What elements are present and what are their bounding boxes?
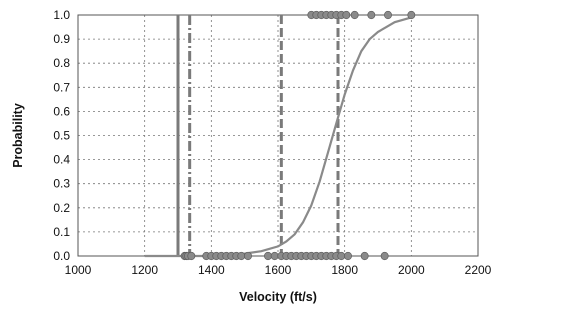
y-tick-label: 0.0	[53, 249, 70, 263]
x-tick-label: 2200	[465, 263, 492, 277]
x-tick-label: 1200	[131, 263, 158, 277]
data-point	[342, 10, 351, 20]
fitted-curve	[144, 16, 412, 258]
x-tick-label: 1000	[65, 263, 92, 277]
data-point	[264, 251, 272, 261]
data-point	[337, 251, 346, 261]
data-point	[237, 251, 246, 261]
data-point	[350, 10, 359, 20]
data-point	[367, 10, 376, 20]
grid-lines	[78, 15, 478, 256]
y-tick-label: 0.1	[53, 225, 70, 239]
x-tick-label: 1800	[331, 263, 358, 277]
data-points	[180, 10, 416, 261]
y-tick-label: 0.6	[53, 104, 70, 118]
y-tick-label: 0.3	[53, 177, 70, 191]
data-point	[360, 251, 369, 261]
data-point	[407, 10, 416, 20]
y-tick-label: 0.9	[53, 32, 70, 46]
y-axis-title: Probability	[11, 103, 25, 168]
data-point	[244, 251, 252, 261]
data-point	[380, 251, 389, 261]
y-tick-label: 0.5	[53, 129, 70, 143]
x-tick-label: 1400	[198, 263, 225, 277]
x-tick-labels: 1000 1200 1400 1600 1800 2000 2200	[65, 263, 492, 277]
data-point	[384, 10, 392, 20]
y-tick-labels: 0.0 0.1 0.2 0.3 0.4 0.5 0.6 0.7 0.8 0.9 1.0	[53, 8, 70, 263]
x-tick-label: 1600	[265, 263, 292, 277]
y-tick-label: 1.0	[53, 8, 70, 22]
probability-curve	[144, 16, 412, 258]
reference-lines	[176, 15, 340, 256]
x-tick-label: 2000	[398, 263, 425, 277]
data-point	[270, 251, 279, 261]
y-tick-label: 0.7	[53, 80, 70, 94]
data-point	[187, 251, 196, 261]
data-point	[344, 251, 352, 261]
y-tick-label: 0.2	[53, 201, 70, 215]
y-tick-label: 0.8	[53, 56, 70, 70]
x-axis-title: Velocity (ft/s)	[239, 290, 317, 304]
y-tick-label: 0.4	[53, 153, 70, 167]
